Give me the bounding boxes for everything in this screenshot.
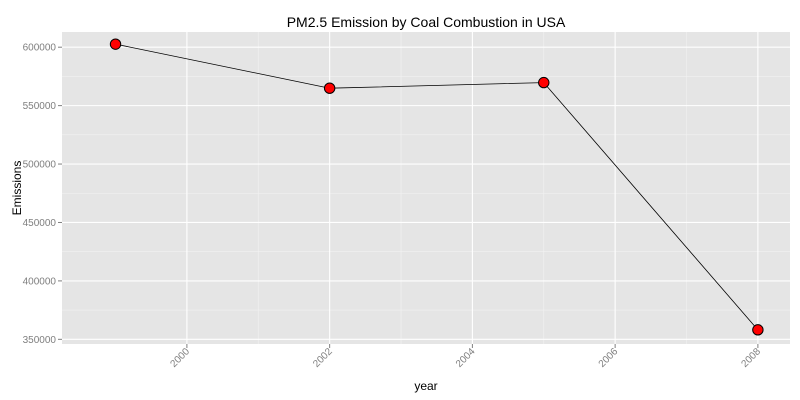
- y-tick-label: 550000: [23, 101, 57, 112]
- x-tick-label: 2002: [311, 346, 335, 370]
- y-tick-label: 600000: [23, 43, 57, 54]
- x-tick-label: 2008: [739, 346, 763, 370]
- data-point: [109, 38, 122, 50]
- series-line: [115, 43, 759, 331]
- data-point: [323, 82, 336, 94]
- x-axis-title: year: [414, 379, 437, 393]
- y-axis: 350000 400000 450000 500000 550000 600000: [23, 43, 62, 346]
- y-tick-label: 400000: [23, 276, 57, 287]
- series-emissions: [109, 38, 764, 336]
- plot-panel: [62, 32, 790, 344]
- y-tick-label: 500000: [23, 160, 57, 171]
- x-tick-label: 2004: [454, 346, 478, 370]
- x-tick-label: 2006: [597, 346, 621, 370]
- y-tick-label: 450000: [23, 218, 57, 229]
- chart-title: PM2.5 Emission by Coal Combustion in USA: [287, 14, 566, 30]
- data-point: [752, 324, 764, 336]
- data-point: [538, 76, 550, 89]
- x-axis: 2000 2002 2004 2006 2008: [169, 344, 763, 370]
- y-tick-label: 350000: [23, 335, 57, 346]
- x-tick-label: 2000: [169, 346, 193, 370]
- y-axis-title: Emissions: [10, 161, 24, 216]
